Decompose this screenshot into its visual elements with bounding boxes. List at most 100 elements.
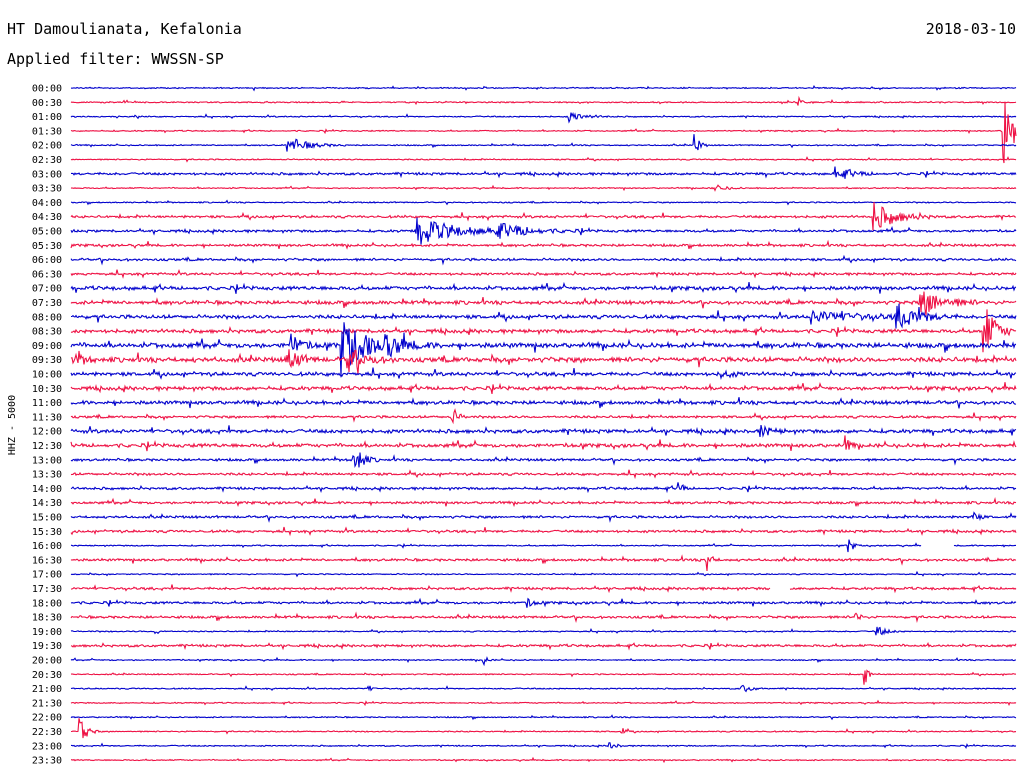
- trace-line: [70, 469, 1017, 480]
- trace-group: [70, 84, 1017, 764]
- row-time-label: 19:00: [32, 627, 62, 638]
- row-time-label: 10:30: [32, 384, 62, 395]
- row-time-label: 08:30: [32, 327, 62, 338]
- trace-line: [70, 699, 1017, 707]
- row-time-label: 18:30: [32, 613, 62, 624]
- row-time-label: 08:00: [32, 312, 62, 323]
- trace-line: [70, 134, 1017, 152]
- trace-line: [70, 84, 1017, 92]
- filter-name: WWSSN-SP: [151, 50, 224, 68]
- row-time-label: 15:00: [32, 513, 62, 524]
- row-time-label: 09:30: [32, 355, 62, 366]
- trace-line: [70, 291, 1017, 316]
- trace-line: [70, 239, 1017, 250]
- tick-group: 00:00 00:30 01:00 01:30 02:00 02:30 03:00 03:30…: [32, 84, 62, 767]
- row-time-label: 12:30: [32, 441, 62, 452]
- trace-line: [70, 322, 1017, 378]
- trace-line: [70, 254, 1017, 266]
- row-time-label: 23:00: [32, 741, 62, 752]
- station-title: HT Damoulianata, Kefalonia: [7, 20, 242, 38]
- row-time-label: 06:00: [32, 255, 62, 266]
- y-axis-label: HHZ - 5000: [7, 395, 18, 455]
- trace-line: [70, 102, 1017, 164]
- trace-line: [70, 570, 1017, 578]
- trace-line: [70, 554, 1017, 571]
- row-time-label: 15:30: [32, 527, 62, 538]
- row-time-label: 20:30: [32, 670, 62, 681]
- row-time-label: 00:30: [32, 98, 62, 109]
- row-time-label: 13:00: [32, 455, 62, 466]
- trace-line: [70, 397, 1017, 409]
- trace-line: [70, 641, 1017, 651]
- row-time-label: 05:00: [32, 227, 62, 238]
- trace-line: [70, 756, 1017, 764]
- row-time-label: 21:30: [32, 698, 62, 709]
- trace-line: [70, 201, 1017, 231]
- trace-line: [70, 382, 1017, 395]
- row-time-label: 00:00: [32, 84, 62, 95]
- row-time-label: 03:00: [32, 169, 62, 180]
- trace-line: [70, 656, 1016, 667]
- trace-line: [70, 452, 1017, 468]
- row-time-label: 10:00: [32, 370, 62, 381]
- row-time-label: 21:00: [32, 684, 62, 695]
- trace-line: [70, 718, 1017, 739]
- trace-line: [70, 199, 1017, 206]
- trace-line: [70, 349, 1017, 374]
- row-time-label: 07:30: [32, 298, 62, 309]
- row-time-label: 01:30: [32, 126, 62, 137]
- row-time-label: 03:30: [32, 184, 62, 195]
- row-time-label: 17:30: [32, 584, 62, 595]
- row-time-label: 02:30: [32, 155, 62, 166]
- trace-line: [71, 742, 1017, 750]
- trace-line: [70, 626, 1017, 636]
- filter-label: Applied filter: WWSSN-SP: [7, 50, 224, 68]
- row-time-label: 16:00: [32, 541, 62, 552]
- row-time-label: 11:00: [32, 398, 62, 409]
- trace-line: [71, 166, 1017, 179]
- trace-line: [70, 424, 1017, 438]
- row-time-label: 14:00: [32, 484, 62, 495]
- row-time-label: 19:30: [32, 641, 62, 652]
- row-time-label: 13:30: [32, 470, 62, 481]
- trace-line: [70, 497, 1017, 508]
- trace-line: [70, 597, 1017, 608]
- trace-line: [70, 684, 1017, 693]
- row-time-label: 09:00: [32, 341, 62, 352]
- row-time-label: 11:30: [32, 412, 62, 423]
- row-time-label: 23:30: [32, 756, 62, 767]
- row-time-label: 05:30: [32, 241, 62, 252]
- trace-line: [70, 584, 1017, 594]
- trace-line: [71, 303, 1017, 329]
- row-time-label: 14:30: [32, 498, 62, 509]
- date-label: 2018-03-10: [925, 20, 1016, 38]
- row-time-label: 06:30: [32, 269, 62, 280]
- trace-line: [70, 526, 1017, 537]
- trace-line: [70, 111, 1017, 124]
- trace-line: [70, 217, 1017, 245]
- row-time-label: 02:00: [32, 141, 62, 152]
- trace-line: [70, 669, 1017, 685]
- filter-prefix: Applied filter:: [7, 50, 143, 68]
- trace-line: [70, 156, 1017, 163]
- trace-line: [70, 95, 1017, 106]
- trace-line: [70, 511, 1017, 523]
- trace-line: [70, 611, 1017, 624]
- row-time-label: 20:00: [32, 656, 62, 667]
- row-time-label: 17:00: [32, 570, 62, 581]
- row-time-label: 22:30: [32, 727, 62, 738]
- trace-line: [70, 367, 1017, 381]
- trace-line: [70, 281, 1017, 294]
- row-time-label: 22:00: [32, 713, 62, 724]
- trace-line: [70, 269, 1017, 279]
- trace-line: [70, 309, 1017, 353]
- trace-line: [70, 714, 1017, 721]
- trace-line: [70, 482, 1017, 494]
- row-time-label: 07:00: [32, 284, 62, 295]
- row-time-label: 04:30: [32, 212, 62, 223]
- trace-line: [70, 408, 1017, 425]
- trace-line: [70, 435, 1017, 452]
- row-time-label: 12:00: [32, 427, 62, 438]
- row-time-label: 18:00: [32, 598, 62, 609]
